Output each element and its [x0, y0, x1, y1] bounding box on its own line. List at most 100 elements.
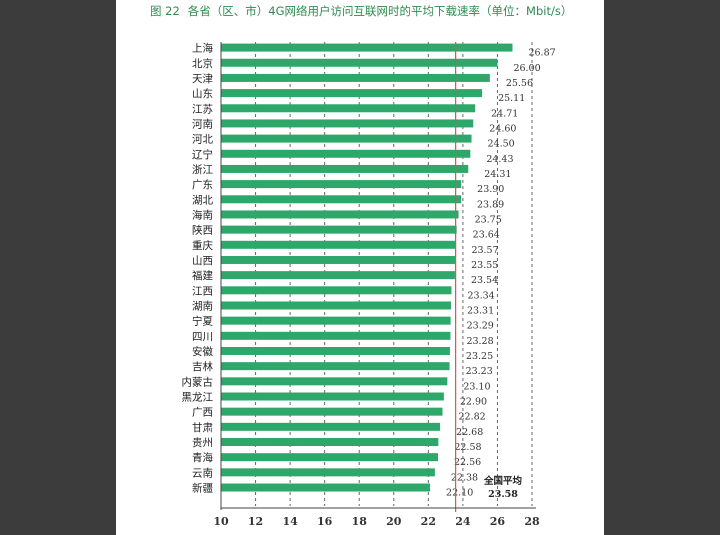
value-label: 22.82: [459, 412, 486, 423]
bar: [221, 377, 448, 386]
category-label: 宁夏: [192, 315, 213, 328]
value-label: 25.11: [498, 93, 525, 104]
category-label: 浙江: [192, 164, 213, 176]
bar: [221, 73, 490, 82]
category-label: 山东: [192, 87, 213, 100]
value-label: 22.68: [456, 427, 483, 438]
value-label: 23.34: [467, 290, 494, 301]
bar: [221, 468, 435, 477]
value-label: 24.60: [489, 123, 516, 134]
category-label: 重庆: [192, 239, 213, 252]
bar: [221, 89, 483, 98]
category-label: 安徽: [192, 345, 213, 358]
bar: [221, 240, 456, 249]
category-label: 江苏: [192, 102, 213, 115]
value-label: 23.31: [467, 305, 494, 316]
bar: [221, 255, 456, 264]
chart-title: 图 22 各省（区、市）4G网络用户访问互联网时的平均下载速率（单位：Mbit/s…: [150, 3, 572, 19]
bar: [221, 316, 451, 325]
value-label: 26.00: [513, 63, 540, 74]
category-label: 山西: [192, 255, 213, 267]
bar: [221, 195, 461, 204]
bar: [221, 331, 451, 340]
category-label: 河北: [192, 134, 213, 146]
category-label: 福建: [192, 269, 213, 282]
value-label: 23.28: [466, 336, 493, 347]
category-label: 云南: [192, 466, 213, 479]
bar: [221, 301, 451, 310]
bar: [221, 438, 439, 447]
value-label: 24.50: [488, 139, 515, 150]
bar: [221, 346, 450, 355]
value-label: 23.10: [463, 381, 490, 392]
bar: [221, 407, 443, 416]
bar: [221, 164, 469, 173]
category-label: 甘肃: [192, 421, 213, 434]
bar: [221, 43, 513, 52]
x-tick-label: 28: [524, 515, 540, 528]
category-label: 北京: [192, 57, 213, 70]
value-label: 23.57: [471, 245, 498, 256]
bar: [221, 210, 459, 219]
bar: [221, 286, 452, 295]
bar: [221, 58, 498, 67]
bar: [221, 134, 472, 143]
category-label: 天津: [192, 73, 213, 85]
value-label: 24.71: [491, 108, 518, 119]
x-tick-label: 16: [317, 515, 333, 528]
value-label: 23.64: [473, 230, 500, 241]
value-label: 25.56: [506, 78, 533, 89]
x-tick-label: 18: [352, 515, 368, 528]
value-label: 22.90: [460, 396, 487, 407]
x-tick-label: 14: [282, 515, 298, 528]
category-label: 湖南: [192, 299, 213, 312]
category-label: 广东: [192, 178, 213, 191]
value-label: 22.38: [451, 472, 478, 483]
value-label: 22.56: [454, 457, 481, 468]
value-label: 23.25: [466, 351, 493, 362]
value-label: 24.43: [486, 154, 513, 165]
category-label: 新疆: [192, 482, 213, 495]
value-label: 22.58: [454, 442, 481, 453]
category-label: 陕西: [192, 224, 213, 237]
bar: [221, 483, 431, 492]
category-label: 贵州: [192, 436, 213, 449]
category-label: 青海: [192, 451, 213, 464]
bar: [221, 271, 455, 280]
value-label: 23.55: [471, 260, 498, 271]
value-label: 22.10: [446, 488, 473, 499]
x-tick-label: 20: [386, 515, 402, 528]
bar: [221, 362, 450, 371]
figure-number: 图 22: [150, 4, 180, 18]
category-label: 四川: [192, 331, 213, 343]
bar: [221, 149, 471, 158]
x-tick-label: 24: [455, 515, 471, 528]
x-tick-label: 12: [248, 515, 263, 528]
bar: [221, 392, 444, 401]
category-label: 广西: [192, 407, 213, 419]
category-label: 海南: [192, 208, 213, 221]
average-value: 23.58: [488, 489, 518, 500]
bar: [221, 225, 457, 234]
bar: [221, 119, 474, 128]
bar: [221, 453, 439, 462]
value-label: 23.75: [475, 214, 502, 225]
x-tick-label: 22: [421, 515, 436, 528]
bar: [221, 180, 462, 189]
category-label: 辽宁: [192, 148, 213, 161]
value-label: 23.23: [466, 366, 493, 377]
x-tick-label: 10: [213, 515, 229, 528]
average-label: 全国平均: [483, 475, 523, 487]
category-label: 上海: [192, 42, 213, 55]
value-label: 23.90: [477, 184, 504, 195]
bar: [221, 104, 476, 113]
category-label: 江西: [192, 285, 213, 297]
value-label: 23.89: [477, 199, 504, 210]
category-label: 黑龙江: [182, 390, 214, 403]
x-tick-label: 26: [490, 515, 506, 528]
category-label: 吉林: [192, 360, 213, 373]
category-label: 河南: [192, 117, 213, 130]
value-label: 26.87: [528, 48, 555, 59]
category-label: 内蒙古: [182, 375, 214, 388]
